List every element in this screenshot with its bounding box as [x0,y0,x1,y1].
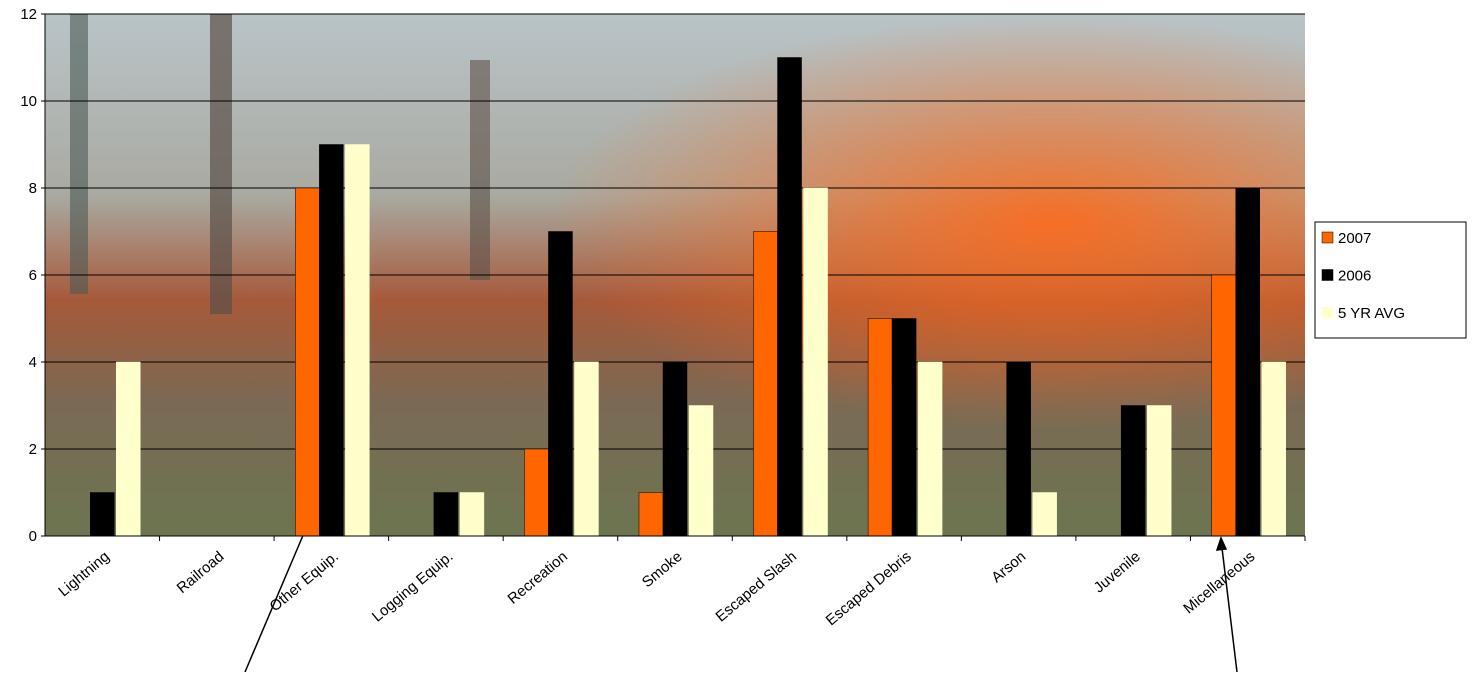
x-tick-label: Smoke [639,548,686,591]
y-tick-label: 10 [20,93,37,110]
bar [867,318,893,537]
x-tick-label: Escaped Debris [823,548,915,629]
y-tick-label: 6 [29,267,37,284]
y-tick-label: 0 [29,528,37,545]
bar [459,492,485,537]
legend-box [1314,221,1467,339]
bar [1211,274,1236,537]
x-tick-label: Micellaneous [1180,548,1258,617]
bar [1032,492,1057,537]
x-tick-label: Railroad [174,548,228,597]
bar [1146,405,1172,537]
x-tick-label: Logging Equip. [369,548,457,625]
bar [803,187,828,537]
legend-swatch [1321,269,1334,281]
x-tick-label: Recreation [505,548,572,608]
bar [319,144,344,537]
bar [1261,361,1286,537]
bar [1120,405,1146,537]
bar [891,318,917,537]
bar [777,57,802,537]
x-tick-label: Escaped Slash [713,548,801,625]
bar [90,492,115,537]
x-tick-label: Arson [988,548,1029,586]
legend-swatch [1321,231,1334,244]
bar [524,448,549,537]
bar [688,405,714,537]
bar [917,361,943,537]
bar [295,187,320,537]
bar [433,492,459,537]
x-tick-label: Lightning [55,548,113,600]
x-tick-label: Other Equip. [266,548,341,615]
bar [1006,361,1031,537]
bar [574,361,599,537]
bar [638,492,664,537]
bar [662,361,688,537]
legend-swatch [1322,307,1333,318]
bar [116,361,141,537]
legend-label: 2006 [1338,268,1371,285]
bar [345,144,370,537]
y-tick-label: 8 [29,180,37,197]
legend-label: 5 YR AVG [1338,305,1405,322]
bar [548,231,573,537]
x-tick-label: Juvenile [1091,548,1144,596]
bar [753,231,778,537]
legend-label: 2007 [1338,230,1371,247]
bar [1235,187,1260,537]
y-tick-label: 12 [20,6,37,23]
y-tick-label: 2 [29,441,37,458]
y-tick-label: 4 [29,354,37,371]
